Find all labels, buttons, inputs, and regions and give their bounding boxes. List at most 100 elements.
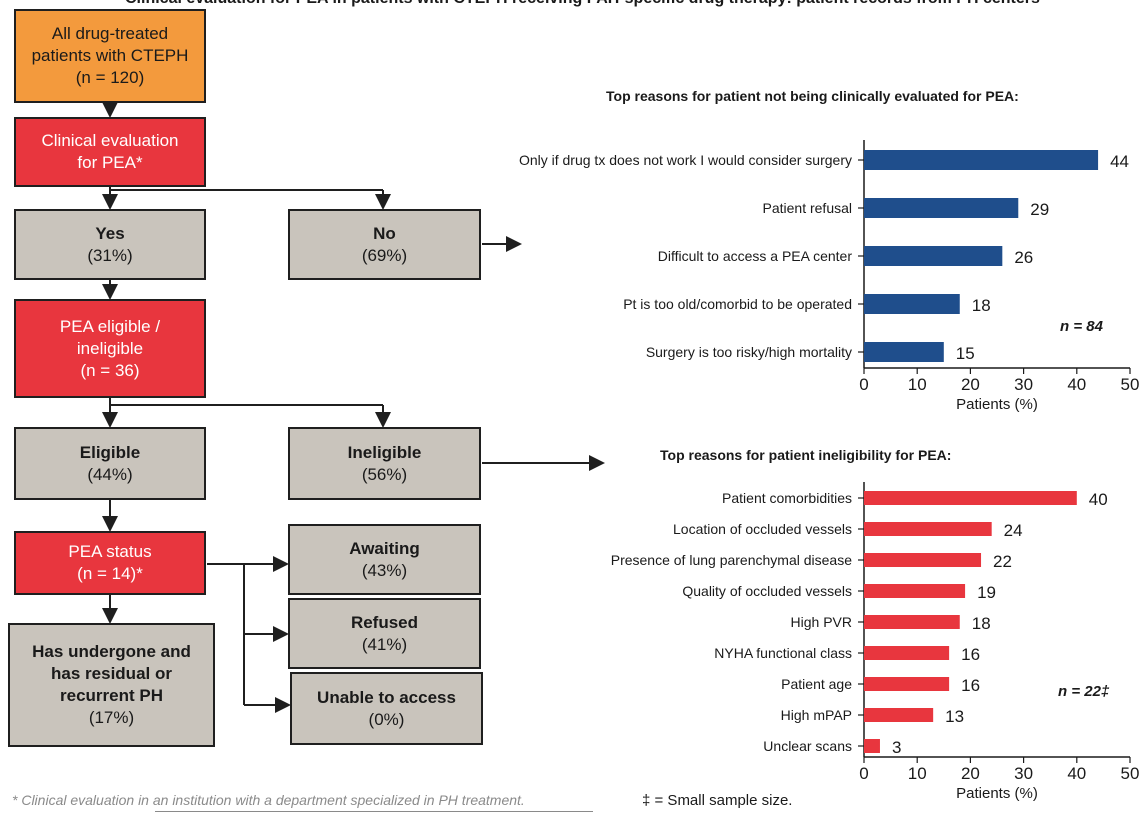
clinical-evaluation-line2: for PEA* (77, 153, 143, 172)
all-patients-box: All drug-treated patients with CTEPH (n … (14, 9, 206, 103)
chart2-x-tick-label: 20 (961, 764, 980, 783)
chart2-category-label: High mPAP (781, 707, 852, 723)
no-pct: (69%) (361, 245, 408, 265)
eligibility-line1: PEA eligible / (59, 316, 161, 336)
chart1-category-label: Only if drug tx does not work I would co… (519, 152, 852, 168)
undergone-box: Has undergone and has residual or recurr… (8, 623, 215, 747)
chart2-bar (864, 522, 992, 536)
chart2-x-tick-label: 10 (908, 764, 927, 783)
chart2-value-label: 22 (993, 552, 1012, 571)
chart2-value-label: 40 (1089, 490, 1108, 509)
chart2-value-label: 18 (972, 614, 991, 633)
chart2-value-label: 13 (945, 707, 964, 726)
chart1-n-annotation: n = 84 (1060, 318, 1104, 335)
undergone-line2: has residual or (51, 664, 172, 683)
chart2-bar (864, 491, 1077, 505)
chart2-category-label: Location of occluded vessels (673, 521, 852, 537)
undergone-line3: recurrent PH (60, 686, 163, 705)
chart2-category-label: NYHA functional class (714, 645, 852, 661)
undergone-pct: (17%) (88, 708, 135, 727)
chart2-category-label: Unclear scans (763, 738, 852, 754)
chart2-category-label: Patient comorbidities (722, 490, 852, 506)
chart1-bar (864, 246, 1003, 266)
chart1-category-label: Difficult to access a PEA center (658, 248, 853, 264)
unable-label: Unable to access (317, 687, 456, 707)
chart1-value-label: 18 (972, 296, 991, 315)
ineligible-label: Ineligible (347, 442, 422, 462)
refused-pct: (41%) (361, 634, 408, 654)
chart2-category-label: Patient age (781, 676, 852, 692)
pea-status-n: (n = 14)* (77, 564, 143, 583)
chart2-bar (864, 553, 982, 567)
chart2-x-tick-label: 30 (1014, 764, 1033, 783)
chart2-category-label: High PVR (791, 614, 852, 630)
chart2-bar (864, 708, 934, 722)
eligibility-n: (n = 36) (80, 360, 140, 380)
chart1-value-label: 44 (1110, 152, 1129, 171)
chart1-bar (864, 150, 1099, 170)
refused-box: Refused (41%) (288, 598, 481, 669)
footnote-dagger: ‡ = Small sample size. (642, 792, 793, 809)
chart1-x-tick-label: 20 (961, 375, 980, 394)
eligible-label: Eligible (79, 442, 141, 462)
chart1-bar (864, 342, 944, 362)
chart1-x-tick-label: 50 (1121, 375, 1140, 394)
yes-box: Yes (31%) (14, 209, 206, 280)
chart1-x-tick-label: 40 (1067, 375, 1086, 394)
chart1-title: Top reasons for patient not being clinic… (606, 88, 1019, 104)
chart1-value-label: 29 (1030, 200, 1049, 219)
chart2-value-label: 16 (961, 676, 980, 695)
undergone-line1: Has undergone and (32, 642, 191, 661)
yes-pct: (31%) (87, 245, 133, 265)
chart1-category-label: Patient refusal (763, 200, 853, 216)
clinical-evaluation-box: Clinical evaluation for PEA* (14, 117, 206, 187)
chart1-x-tick-label: 0 (859, 375, 868, 394)
chart1-bar (864, 294, 960, 314)
chart2-bar (864, 584, 966, 598)
pea-status-box: PEA status (n = 14)* (14, 531, 206, 595)
chart2-bar (864, 646, 950, 660)
chart2-category-label: Presence of lung parenchymal disease (611, 552, 852, 568)
eligibility-line2: ineligible (76, 338, 144, 358)
yes-label: Yes (95, 223, 125, 243)
clinical-evaluation-line1: Clinical evaluation (41, 131, 179, 150)
chart2-bar (864, 677, 950, 691)
all-patients-line1: All drug-treated (51, 24, 169, 43)
header-title: Clinical evaluation for PEA in patients … (125, 0, 1040, 8)
chart2-value-label: 24 (1004, 521, 1023, 540)
chart2-value-label: 19 (977, 583, 996, 602)
chart2-x-axis-label: Patients (%) (956, 785, 1038, 802)
chart1-category-label: Pt is too old/comorbid to be operated (623, 296, 852, 312)
chart1-x-tick-label: 10 (908, 375, 927, 394)
chart2-bar (864, 615, 960, 629)
chart2-x-tick-label: 40 (1067, 764, 1086, 783)
awaiting-box: Awaiting (43%) (288, 524, 481, 595)
chart2-x-tick-label: 0 (859, 764, 868, 783)
eligibility-box: PEA eligible / ineligible (n = 36) (14, 299, 206, 398)
chart2-title: Top reasons for patient ineligibility fo… (660, 447, 952, 463)
chart2-value-label: 16 (961, 645, 980, 664)
chart2-bar (864, 739, 880, 753)
chart2-x-tick-label: 50 (1121, 764, 1140, 783)
all-patients-n: (n = 120) (75, 68, 145, 87)
eligible-box: Eligible (44%) (14, 427, 206, 500)
ineligible-box: Ineligible (56%) (288, 427, 481, 500)
all-patients-line2: patients with CTEPH (31, 46, 189, 65)
eligible-pct: (44%) (87, 464, 133, 484)
footnote-star: * Clinical evaluation in an institution … (12, 792, 525, 808)
awaiting-label: Awaiting (349, 538, 420, 558)
unable-box: Unable to access (0%) (290, 672, 483, 745)
no-box: No (69%) (288, 209, 481, 280)
chart1-value-label: 26 (1014, 248, 1033, 267)
chart2-category-label: Quality of occluded vessels (682, 583, 852, 599)
no-label: No (373, 223, 396, 243)
chart1-x-tick-label: 30 (1014, 375, 1033, 394)
footnote-underline (155, 811, 593, 812)
unable-pct: (0%) (368, 709, 405, 729)
awaiting-pct: (43%) (361, 560, 408, 580)
chart1-bar (864, 198, 1019, 218)
ineligible-pct: (56%) (361, 464, 408, 484)
chart1-category-label: Surgery is too risky/high mortality (646, 344, 852, 360)
